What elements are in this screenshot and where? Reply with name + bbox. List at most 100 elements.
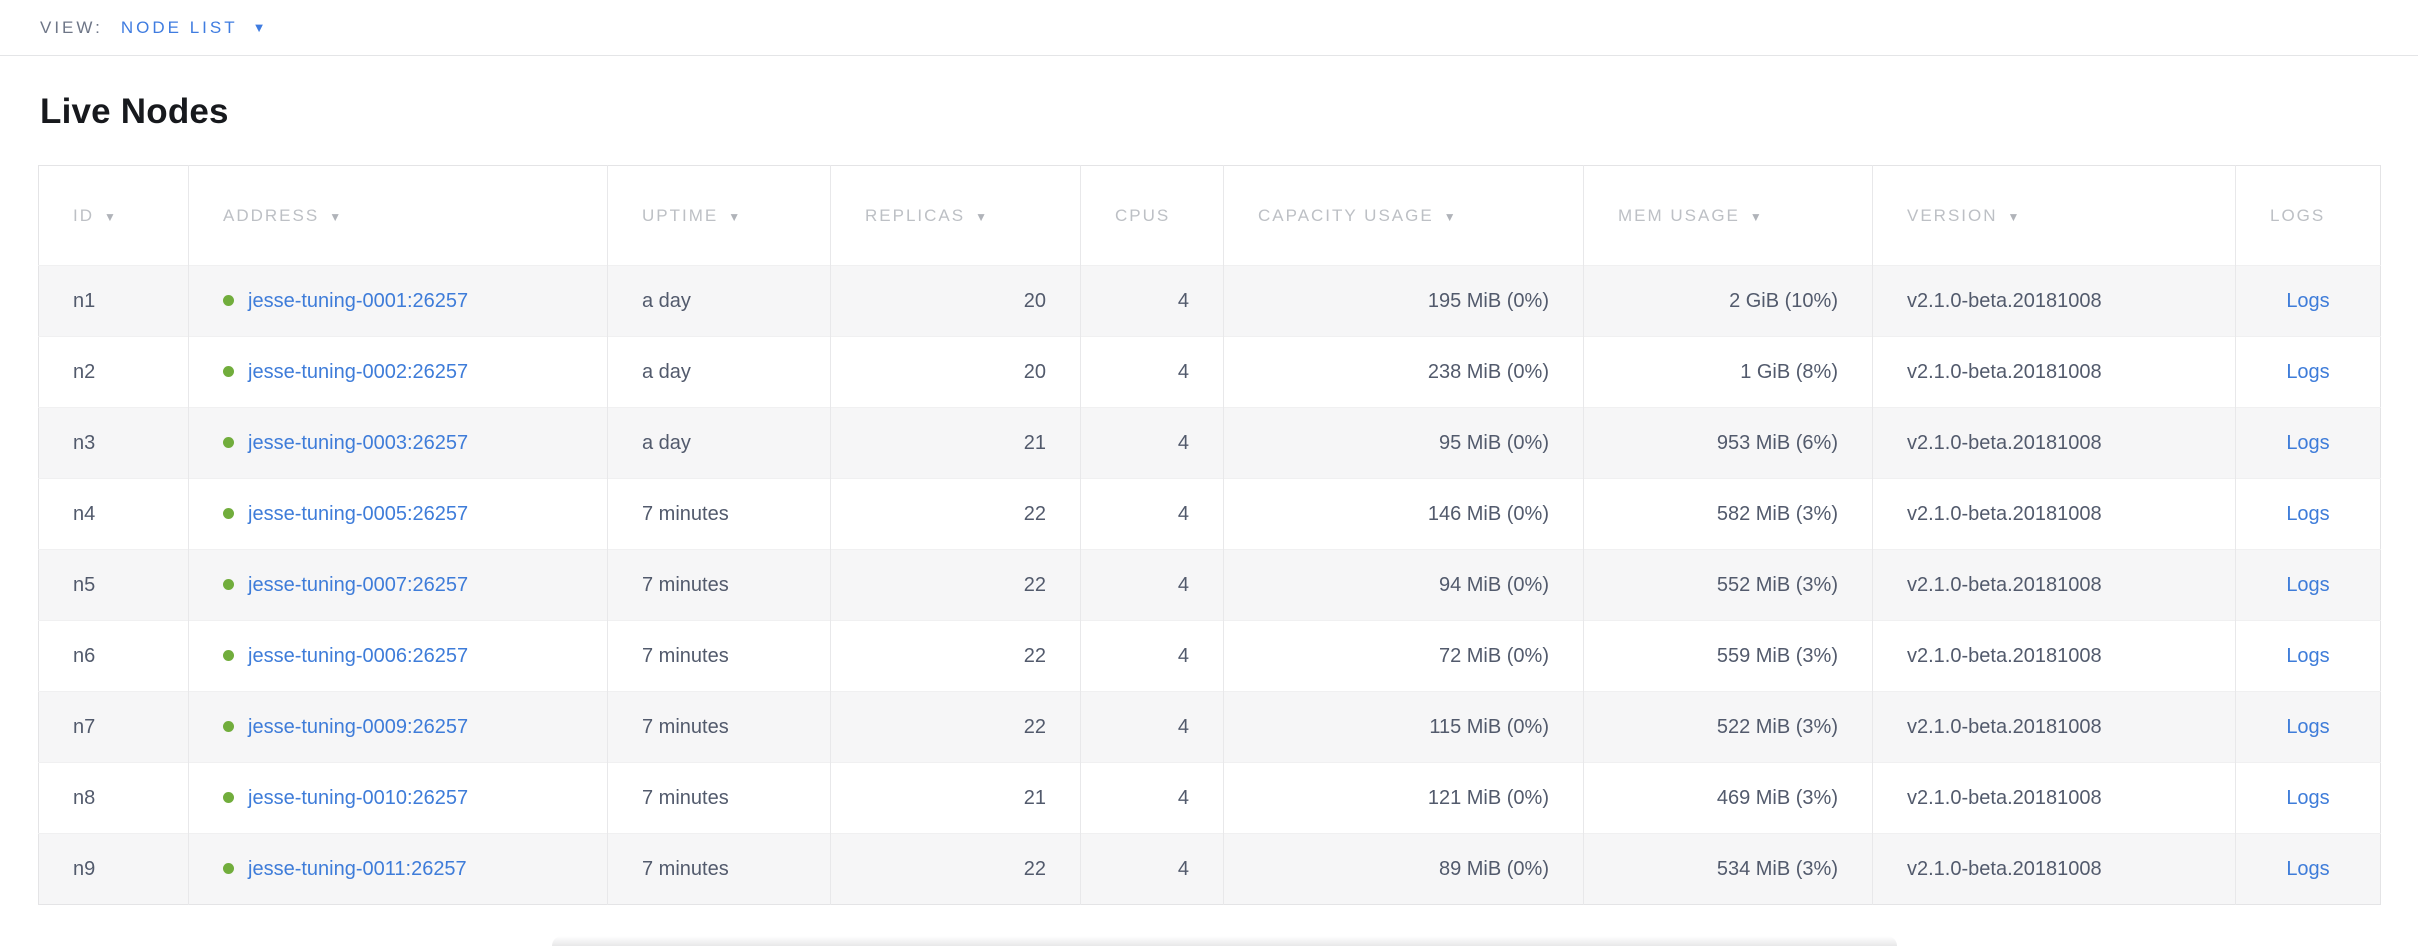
- node-logs-link[interactable]: Logs: [2286, 644, 2330, 667]
- node-address-link[interactable]: jesse-tuning-0010:26257: [248, 786, 469, 809]
- node-address-cell: jesse-tuning-0007:26257: [188, 549, 608, 621]
- node-logs-link[interactable]: Logs: [2286, 289, 2330, 312]
- page-title: Live Nodes: [40, 92, 229, 131]
- view-bar: VIEW: NODE LIST ▼: [0, 0, 2418, 56]
- node-row-n6: n6 jesse-tuning-0006:26257 7 minutes 22 4 72 …: [38, 620, 2381, 692]
- column-header-cpus: CPUS: [1080, 165, 1224, 266]
- node-id-cell: n2: [38, 336, 189, 408]
- column-header-uptime[interactable]: UPTIME ▼: [607, 165, 831, 266]
- node-live-status-dot: [223, 436, 234, 448]
- sort-desc-icon: ▼: [728, 209, 743, 224]
- node-replicas-cell: 22: [830, 833, 1081, 905]
- node-live-status-dot: [223, 862, 234, 874]
- node-cpus-cell: 4: [1080, 620, 1224, 692]
- node-cpus-cell: 4: [1080, 407, 1224, 479]
- node-address-cell: jesse-tuning-0009:26257: [188, 691, 608, 763]
- node-logs-cell: Logs: [2235, 336, 2381, 408]
- node-replicas-cell: 20: [830, 336, 1081, 408]
- node-id-cell: n4: [38, 478, 189, 550]
- table-header: ID ▼ ADDRESS ▼ UPTIME ▼ REPLICAS ▼ CPUS CAPACITY …: [38, 165, 2381, 266]
- column-header-address[interactable]: ADDRESS ▼: [188, 165, 608, 266]
- node-uptime-cell: 7 minutes: [607, 549, 831, 621]
- node-address-link[interactable]: jesse-tuning-0002:26257: [248, 360, 469, 383]
- node-replicas-cell: 22: [830, 478, 1081, 550]
- live-nodes-table: ID ▼ ADDRESS ▼ UPTIME ▼ REPLICAS ▼ CPUS CAPACITY …: [38, 165, 2381, 905]
- node-mem-cell: 582 MiB (3%): [1583, 478, 1873, 550]
- node-row-n7: n7 jesse-tuning-0009:26257 7 minutes 22 4 115…: [38, 691, 2381, 763]
- node-logs-link[interactable]: Logs: [2286, 502, 2330, 525]
- node-mem-cell: 534 MiB (3%): [1583, 833, 1873, 905]
- node-mem-cell: 469 MiB (3%): [1583, 762, 1873, 834]
- view-label: VIEW:: [40, 17, 103, 37]
- node-version-cell: v2.1.0-beta.20181008: [1872, 620, 2236, 692]
- node-capacity-cell: 195 MiB (0%): [1223, 265, 1584, 337]
- node-capacity-cell: 89 MiB (0%): [1223, 833, 1584, 905]
- node-id-cell: n9: [38, 833, 189, 905]
- node-row-n5: n5 jesse-tuning-0007:26257 7 minutes 22 4 94 …: [38, 549, 2381, 621]
- node-live-status-dot: [223, 791, 234, 803]
- column-header-id[interactable]: ID ▼: [38, 165, 189, 266]
- node-uptime-cell: a day: [607, 336, 831, 408]
- column-header-capacity[interactable]: CAPACITY USAGE ▼: [1223, 165, 1584, 266]
- bottom-sheet-shadow: [552, 936, 1897, 946]
- node-cpus-cell: 4: [1080, 265, 1224, 337]
- node-logs-cell: Logs: [2235, 407, 2381, 479]
- node-id-cell: n6: [38, 620, 189, 692]
- node-logs-cell: Logs: [2235, 691, 2381, 763]
- column-header-version[interactable]: VERSION ▼: [1872, 165, 2236, 266]
- node-uptime-cell: a day: [607, 407, 831, 479]
- sort-desc-icon: ▼: [329, 209, 344, 224]
- node-replicas-cell: 21: [830, 762, 1081, 834]
- node-capacity-cell: 72 MiB (0%): [1223, 620, 1584, 692]
- node-id-cell: n7: [38, 691, 189, 763]
- node-replicas-cell: 21: [830, 407, 1081, 479]
- column-header-mem[interactable]: MEM USAGE ▼: [1583, 165, 1873, 266]
- node-version-cell: v2.1.0-beta.20181008: [1872, 833, 2236, 905]
- node-address-link[interactable]: jesse-tuning-0009:26257: [248, 715, 469, 738]
- node-address-link[interactable]: jesse-tuning-0007:26257: [248, 573, 469, 596]
- node-logs-cell: Logs: [2235, 478, 2381, 550]
- node-live-status-dot: [223, 365, 234, 377]
- node-live-status-dot: [223, 649, 234, 661]
- node-logs-link[interactable]: Logs: [2286, 360, 2330, 383]
- node-capacity-cell: 146 MiB (0%): [1223, 478, 1584, 550]
- node-row-n4: n4 jesse-tuning-0005:26257 7 minutes 22 4 146…: [38, 478, 2381, 550]
- node-mem-cell: 953 MiB (6%): [1583, 407, 1873, 479]
- node-logs-link[interactable]: Logs: [2286, 715, 2330, 738]
- node-replicas-cell: 20: [830, 265, 1081, 337]
- sort-desc-icon: ▼: [104, 209, 118, 224]
- node-logs-cell: Logs: [2235, 762, 2381, 834]
- column-header-replicas[interactable]: REPLICAS ▼: [830, 165, 1081, 266]
- node-address-link[interactable]: jesse-tuning-0001:26257: [248, 289, 469, 312]
- node-capacity-cell: 115 MiB (0%): [1223, 691, 1584, 763]
- view-selector-dropdown[interactable]: NODE LIST ▼: [121, 18, 266, 38]
- node-logs-link[interactable]: Logs: [2286, 431, 2330, 454]
- node-address-cell: jesse-tuning-0003:26257: [188, 407, 608, 479]
- node-address-link[interactable]: jesse-tuning-0006:26257: [248, 644, 469, 667]
- node-capacity-cell: 94 MiB (0%): [1223, 549, 1584, 621]
- node-version-cell: v2.1.0-beta.20181008: [1872, 478, 2236, 550]
- node-replicas-cell: 22: [830, 549, 1081, 621]
- node-cpus-cell: 4: [1080, 762, 1224, 834]
- node-row-n1: n1 jesse-tuning-0001:26257 a day 20 4 195 MiB…: [38, 265, 2381, 337]
- node-mem-cell: 552 MiB (3%): [1583, 549, 1873, 621]
- node-version-cell: v2.1.0-beta.20181008: [1872, 407, 2236, 479]
- node-replicas-cell: 22: [830, 691, 1081, 763]
- node-capacity-cell: 121 MiB (0%): [1223, 762, 1584, 834]
- node-logs-link[interactable]: Logs: [2286, 573, 2330, 596]
- node-logs-link[interactable]: Logs: [2286, 857, 2330, 880]
- node-cpus-cell: 4: [1080, 549, 1224, 621]
- node-uptime-cell: 7 minutes: [607, 691, 831, 763]
- node-address-link[interactable]: jesse-tuning-0005:26257: [248, 502, 469, 525]
- node-version-cell: v2.1.0-beta.20181008: [1872, 549, 2236, 621]
- node-uptime-cell: 7 minutes: [607, 762, 831, 834]
- node-version-cell: v2.1.0-beta.20181008: [1872, 336, 2236, 408]
- node-logs-link[interactable]: Logs: [2286, 786, 2330, 809]
- node-address-link[interactable]: jesse-tuning-0011:26257: [248, 857, 467, 880]
- node-replicas-cell: 22: [830, 620, 1081, 692]
- node-uptime-cell: 7 minutes: [607, 833, 831, 905]
- node-version-cell: v2.1.0-beta.20181008: [1872, 265, 2236, 337]
- node-row-n8: n8 jesse-tuning-0010:26257 7 minutes 21 4 121…: [38, 762, 2381, 834]
- chevron-down-icon: ▼: [252, 20, 266, 35]
- node-address-link[interactable]: jesse-tuning-0003:26257: [248, 431, 469, 454]
